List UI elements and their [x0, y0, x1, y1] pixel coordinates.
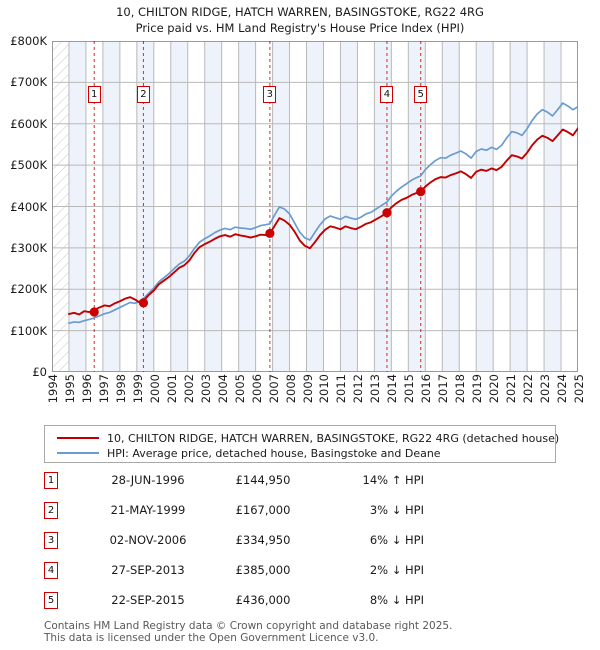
- footer-licence: This data is licensed under the Open Gov…: [44, 632, 379, 644]
- x-tick-label: 2023: [538, 374, 553, 404]
- table-row[interactable]: 2 21-MAY-1999 £167,000 3% ↓ HPI: [44, 500, 464, 530]
- x-tick-label: 2024: [555, 374, 570, 404]
- legend-swatch-blue-icon: [57, 452, 99, 454]
- y-tick-label: £500K: [10, 158, 47, 173]
- table-row[interactable]: 5 22-SEP-2015 £436,000 8% ↓ HPI: [44, 590, 464, 620]
- x-tick-label: 1999: [130, 374, 145, 404]
- x-tick-label: 2012: [351, 374, 366, 404]
- legend-swatch-red-icon: [57, 437, 99, 439]
- row-index-badge: 2: [44, 502, 58, 519]
- y-tick-label: £100K: [10, 323, 47, 338]
- row-hpi-delta: 2% ↓ HPI: [369, 563, 424, 577]
- x-tick-label: 2006: [249, 374, 264, 404]
- legend-label-hpi: HPI: Average price, detached house, Basi…: [107, 446, 441, 460]
- chart-title-block: 10, CHILTON RIDGE, HATCH WARREN, BASINGS…: [0, 4, 600, 36]
- row-date: 28-JUN-1996: [111, 473, 185, 487]
- row-hpi-delta: 8% ↓ HPI: [369, 593, 424, 607]
- row-price: £334,950: [235, 533, 291, 547]
- row-price: £385,000: [235, 563, 291, 577]
- row-index-badge: 3: [44, 532, 58, 549]
- footer-copyright: Contains HM Land Registry data © Crown c…: [44, 620, 453, 632]
- row-price: £144,950: [235, 473, 291, 487]
- x-tick-label: 2015: [402, 374, 417, 404]
- chart-sale-marker-5[interactable]: 5: [414, 86, 428, 103]
- chart-plot-area[interactable]: 1 2 3 4 5: [52, 41, 578, 372]
- y-axis-labels: £0 £100K £200K £300K £400K £500K £600K £700K £80…: [0, 35, 50, 378]
- price-history-line-chart: [52, 41, 578, 372]
- y-tick-label: £600K: [10, 116, 47, 131]
- x-tick-label: 2016: [419, 374, 434, 404]
- x-tick-label: 2000: [147, 374, 162, 404]
- legend-item-property: 10, CHILTON RIDGE, HATCH WARREN, BASINGS…: [51, 431, 559, 445]
- x-tick-label: 2022: [521, 374, 536, 404]
- x-tick-label: 2004: [215, 374, 230, 404]
- legend-item-hpi: HPI: Average price, detached house, Basi…: [51, 446, 549, 460]
- y-tick-label: £400K: [10, 199, 47, 214]
- chart-legend: 10, CHILTON RIDGE, HATCH WARREN, BASINGS…: [44, 425, 559, 463]
- chart-sale-marker-1[interactable]: 1: [87, 86, 101, 103]
- attribution-footer: Contains HM Land Registry data © Crown c…: [44, 620, 584, 644]
- x-tick-label: 2019: [470, 374, 485, 404]
- chart-sale-marker-2[interactable]: 2: [136, 86, 150, 103]
- row-date: 02-NOV-2006: [109, 533, 187, 547]
- x-tick-label: 2014: [385, 374, 400, 404]
- x-tick-label: 2005: [232, 374, 247, 404]
- x-axis-labels: 1994 1995 1996 1997 1998 1999 2000 2001 2002 2003…: [46, 374, 586, 414]
- x-tick-label: 2003: [198, 374, 213, 404]
- x-tick-label: 2013: [368, 374, 383, 404]
- table-row[interactable]: 1 28-JUN-1996 £144,950 14% ↑ HPI: [44, 470, 464, 500]
- row-price: £167,000: [235, 503, 291, 517]
- row-date: 21-MAY-1999: [110, 503, 186, 517]
- row-price: £436,000: [235, 593, 291, 607]
- x-tick-label: 2010: [317, 374, 332, 404]
- legend-label-property: 10, CHILTON RIDGE, HATCH WARREN, BASINGS…: [107, 431, 560, 445]
- y-tick-label: £800K: [10, 34, 47, 48]
- chart-sale-marker-4[interactable]: 4: [380, 86, 394, 103]
- x-tick-label: 1997: [96, 374, 111, 404]
- row-date: 27-SEP-2013: [111, 563, 185, 577]
- y-tick-label: £300K: [10, 240, 47, 255]
- row-index-badge: 4: [44, 562, 58, 579]
- y-tick-label: £0: [32, 365, 47, 379]
- x-tick-label: 1994: [46, 374, 60, 404]
- row-date: 22-SEP-2015: [111, 593, 185, 607]
- chart-sale-marker-3[interactable]: 3: [263, 86, 277, 103]
- x-tick-label: 2008: [283, 374, 298, 404]
- x-tick-label: 2020: [487, 374, 502, 404]
- x-tick-label: 2018: [453, 374, 468, 404]
- row-hpi-delta: 6% ↓ HPI: [369, 533, 424, 547]
- x-tick-label: 1998: [113, 374, 128, 404]
- page-subtitle: Price paid vs. HM Land Registry's House …: [135, 21, 465, 35]
- table-row[interactable]: 3 02-NOV-2006 £334,950 6% ↓ HPI: [44, 530, 464, 560]
- x-tick-label: 2001: [164, 374, 179, 404]
- transactions-table: 1 28-JUN-1996 £144,950 14% ↑ HPI 2 21-MA…: [44, 470, 464, 620]
- y-tick-label: £200K: [10, 282, 47, 297]
- y-tick-label: £700K: [10, 75, 47, 90]
- row-index-badge: 1: [44, 472, 58, 489]
- x-tick-label: 2017: [436, 374, 451, 404]
- page-title: 10, CHILTON RIDGE, HATCH WARREN, BASINGS…: [116, 5, 484, 19]
- x-tick-label: 2025: [572, 374, 586, 404]
- row-index-badge: 5: [44, 592, 58, 609]
- x-tick-label: 2002: [181, 374, 196, 404]
- row-hpi-delta: 3% ↓ HPI: [369, 503, 424, 517]
- table-row[interactable]: 4 27-SEP-2013 £385,000 2% ↓ HPI: [44, 560, 464, 590]
- x-tick-label: 1995: [62, 374, 77, 404]
- x-tick-label: 2011: [334, 374, 349, 404]
- x-tick-label: 2007: [266, 374, 281, 404]
- x-tick-label: 2021: [504, 374, 519, 404]
- x-tick-label: 1996: [79, 374, 94, 404]
- row-hpi-delta: 14% ↑ HPI: [362, 473, 424, 487]
- x-tick-label: 2009: [300, 374, 315, 404]
